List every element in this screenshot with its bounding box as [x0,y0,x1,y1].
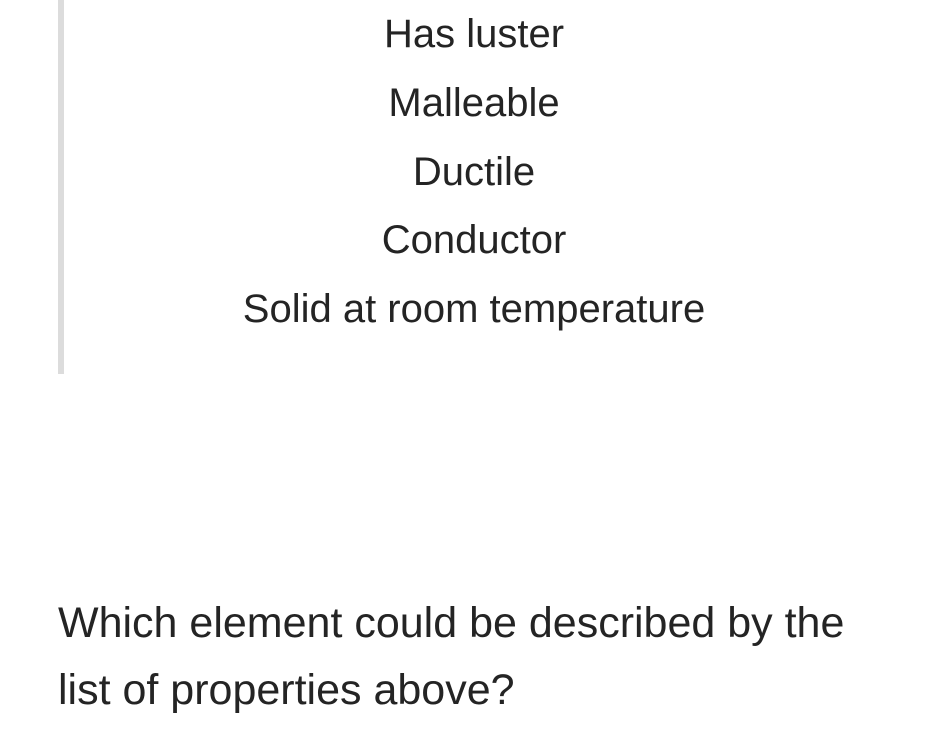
property-item: Has luster [64,0,884,69]
property-item: Conductor [64,206,884,275]
property-list: Has luster Malleable Ductile Conductor S… [64,0,884,344]
question-text: Which element could be described by the … [58,590,888,723]
property-item: Solid at room temperature [64,275,884,344]
property-item: Ductile [64,138,884,207]
property-item: Malleable [64,69,884,138]
quote-block: Has luster Malleable Ductile Conductor S… [58,0,878,374]
question-block: Which element could be described by the … [58,590,888,723]
